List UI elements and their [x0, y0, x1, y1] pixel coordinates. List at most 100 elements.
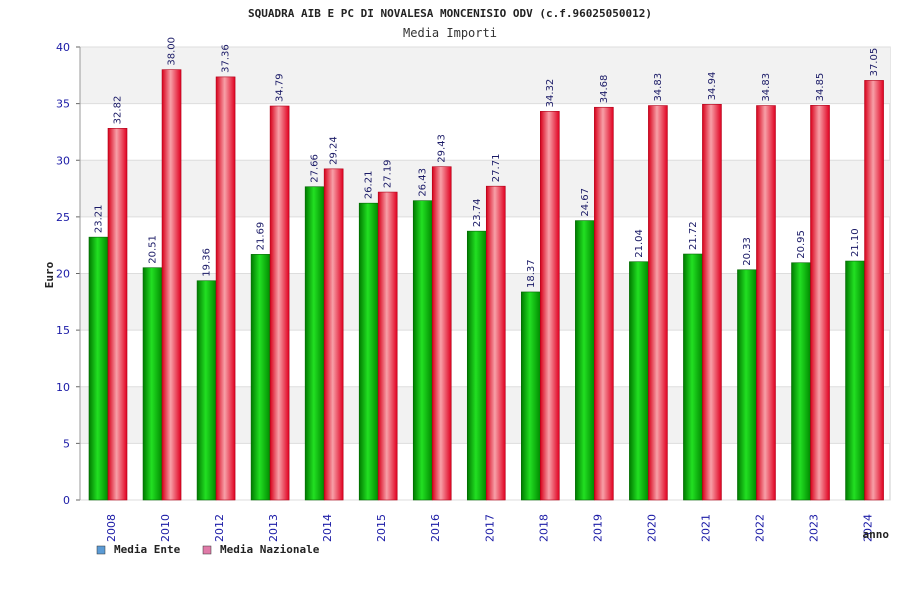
y-tick-label: 35: [56, 98, 70, 111]
data-label-media-nazionale-2016: 29.43: [437, 134, 448, 163]
chart-subtitle: Media Importi: [403, 26, 497, 40]
bar-media-ente-2021: [683, 253, 703, 501]
bar-media-ente-2015: [358, 202, 379, 501]
data-label-media-ente-2015: 26.21: [364, 171, 375, 200]
bar-media-nazionale-2024: [864, 80, 884, 501]
bar-media-nazionale-2023: [810, 105, 830, 501]
y-tick-label: 10: [56, 381, 70, 394]
y-tick-label: 30: [56, 154, 70, 167]
data-label-media-ente-2024: 21.10: [850, 228, 861, 257]
y-tick-label: 0: [63, 494, 70, 507]
bar-media-ente-2019: [575, 220, 595, 501]
data-label-media-nazionale-2013: 34.79: [275, 73, 286, 102]
y-tick-label: 5: [63, 437, 70, 450]
legend: Media Ente Media Nazionale: [96, 543, 320, 556]
data-label-media-ente-2008: 23.21: [94, 205, 105, 234]
bar-media-nazionale-2013: [269, 105, 290, 501]
data-label-media-nazionale-2024: 37.05: [869, 48, 880, 77]
bar-media-nazionale-2010: [161, 69, 182, 501]
data-label-media-nazionale-2020: 34.83: [653, 73, 664, 102]
y-axis-ticks: 0 5 10 15 20 25 30 35 40: [56, 41, 81, 507]
bars-group: [88, 69, 884, 501]
data-label-media-nazionale-2010: 38.00: [167, 37, 178, 66]
y-tick-label: 20: [56, 268, 70, 281]
bar-media-ente-2016: [412, 200, 433, 501]
y-tick-label: 15: [56, 324, 70, 337]
data-label-media-nazionale-2023: 34.85: [815, 73, 826, 102]
bar-media-nazionale-2021: [702, 104, 722, 501]
x-axis-ticks: 2008 2010 2012 2013 2014 2015 2016 2017 2018 2019…: [105, 514, 875, 542]
bar-media-ente-2013: [250, 254, 271, 501]
legend-label-media-ente: Media Ente: [114, 543, 181, 556]
data-label-media-nazionale-2017: 27.71: [491, 154, 502, 183]
x-tick-label-2008: 2008: [105, 514, 118, 542]
data-label-media-ente-2018: 18.37: [526, 259, 537, 288]
bar-media-ente-2012: [196, 280, 217, 501]
bar-media-nazionale-2020: [648, 105, 668, 501]
bar-media-nazionale-2016: [431, 166, 452, 501]
x-tick-label-2016: 2016: [429, 514, 442, 542]
data-label-media-nazionale-2015: 27.19: [383, 159, 394, 188]
x-tick-label-2023: 2023: [808, 514, 821, 542]
bar-media-ente-2014: [304, 186, 325, 501]
grid-band: [80, 160, 890, 217]
x-tick-label-2012: 2012: [213, 514, 226, 542]
x-tick-label-2013: 2013: [267, 514, 280, 542]
x-tick-label-2018: 2018: [537, 514, 550, 542]
data-label-media-ente-2017: 23.74: [472, 199, 483, 228]
bar-media-nazionale-2014: [323, 168, 344, 501]
data-label-media-nazionale-2021: 34.94: [707, 72, 718, 101]
bar-media-nazionale-2015: [377, 191, 398, 501]
legend-swatch-media-ente: [96, 545, 106, 555]
data-label-media-nazionale-2008: 32.82: [113, 96, 124, 125]
value-labels: 23.21 32.82 20.51 38.00 19.36 37.36 21.69 34.79…: [94, 37, 881, 288]
y-axis-label: Euro: [43, 261, 56, 288]
y-tick-label: 40: [56, 41, 70, 54]
data-label-media-nazionale-2022: 34.83: [761, 73, 772, 102]
x-tick-label-2024: 2024: [862, 514, 875, 542]
x-tick-label-2010: 2010: [159, 514, 172, 542]
bar-media-ente-2023: [791, 262, 811, 501]
bar-media-nazionale-2022: [756, 105, 776, 501]
data-label-media-ente-2023: 20.95: [796, 230, 807, 259]
bar-media-ente-2024: [845, 260, 865, 501]
data-label-media-nazionale-2012: 37.36: [221, 44, 232, 73]
bar-media-nazionale-2008: [107, 128, 128, 501]
x-axis-label: anno: [863, 528, 890, 541]
bar-media-ente-2017: [466, 230, 487, 501]
bar-media-nazionale-2012: [215, 76, 236, 501]
legend-label-media-nazionale: Media Nazionale: [220, 543, 320, 556]
data-label-media-nazionale-2019: 34.68: [599, 75, 610, 104]
bar-media-nazionale-2017: [485, 185, 506, 501]
x-tick-label-2017: 2017: [483, 514, 496, 542]
data-label-media-ente-2016: 26.43: [418, 168, 429, 197]
data-label-media-nazionale-2014: 29.24: [329, 136, 340, 165]
data-label-media-ente-2021: 21.72: [688, 221, 699, 250]
x-tick-label-2020: 2020: [645, 514, 658, 542]
x-tick-label-2021: 2021: [699, 514, 712, 542]
grid-band: [80, 47, 890, 104]
data-label-media-ente-2014: 27.66: [310, 154, 321, 183]
bar-media-ente-2022: [737, 269, 757, 501]
bar-media-ente-2008: [88, 236, 109, 501]
bar-media-ente-2020: [629, 261, 649, 501]
legend-swatch-media-nazionale: [202, 545, 212, 555]
x-tick-label-2014: 2014: [321, 514, 334, 542]
y-tick-label: 25: [56, 211, 70, 224]
data-label-media-ente-2012: 19.36: [202, 248, 213, 277]
data-label-media-ente-2019: 24.67: [580, 188, 591, 217]
data-label-media-ente-2010: 20.51: [148, 235, 159, 264]
data-label-media-ente-2013: 21.69: [256, 222, 267, 251]
data-label-media-nazionale-2018: 34.32: [545, 79, 556, 108]
bar-media-ente-2010: [142, 267, 163, 501]
bar-media-nazionale-2018: [540, 111, 560, 501]
x-tick-label-2022: 2022: [753, 514, 766, 542]
bar-media-nazionale-2019: [594, 106, 614, 501]
x-tick-label-2019: 2019: [591, 514, 604, 542]
chart-title: SQUADRA AIB E PC DI NOVALESA MONCENISIO …: [248, 7, 652, 20]
data-label-media-ente-2020: 21.04: [634, 229, 645, 258]
x-tick-label-2015: 2015: [375, 514, 388, 542]
data-label-media-ente-2022: 20.33: [742, 237, 753, 266]
bar-media-ente-2018: [521, 291, 541, 501]
